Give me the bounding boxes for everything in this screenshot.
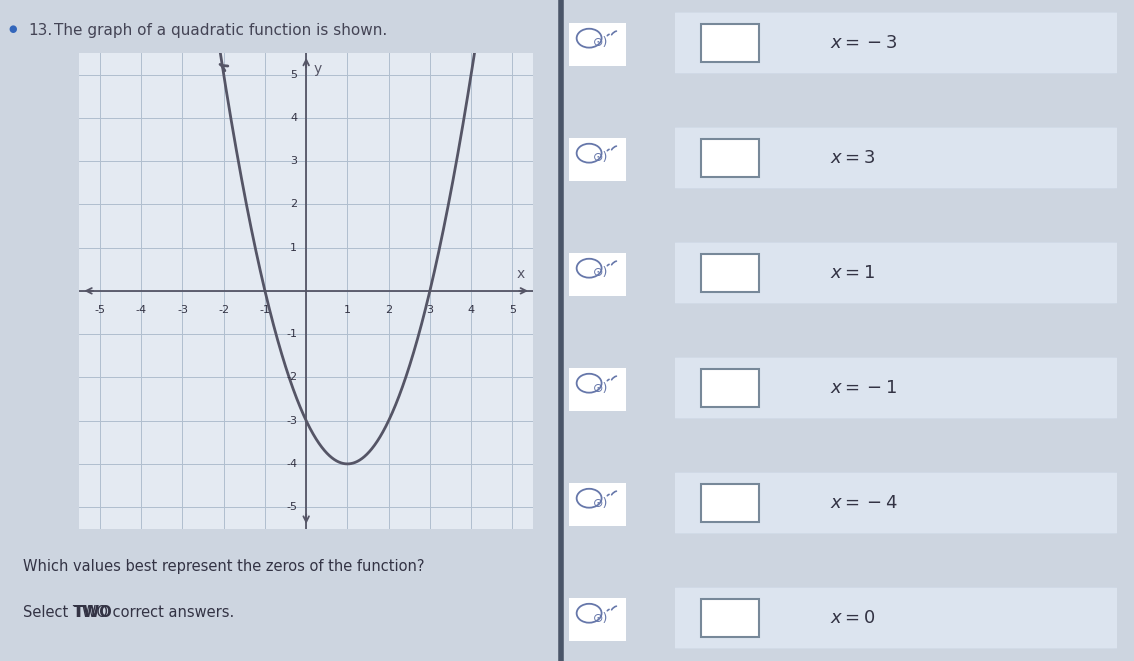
Text: -2: -2: [286, 372, 297, 382]
Text: $x = 3$: $x = 3$: [829, 149, 874, 167]
Text: ⊙): ⊙): [593, 36, 609, 50]
Text: $x = -1$: $x = -1$: [829, 379, 897, 397]
Text: 3: 3: [290, 156, 297, 166]
Text: x: x: [516, 267, 525, 282]
FancyBboxPatch shape: [701, 369, 759, 407]
Text: -2: -2: [218, 305, 229, 315]
Text: 13.: 13.: [28, 23, 52, 38]
Text: 2: 2: [290, 200, 297, 210]
Text: 5: 5: [509, 305, 516, 315]
Text: 1: 1: [290, 243, 297, 253]
Text: Select TWO correct answers.: Select TWO correct answers.: [23, 605, 234, 620]
Text: The graph of a quadratic function is shown.: The graph of a quadratic function is sho…: [54, 23, 388, 38]
Text: -1: -1: [286, 329, 297, 339]
FancyBboxPatch shape: [657, 127, 1134, 189]
FancyBboxPatch shape: [701, 484, 759, 522]
Text: 3: 3: [426, 305, 433, 315]
FancyBboxPatch shape: [701, 139, 759, 176]
Text: $x = 1$: $x = 1$: [829, 264, 874, 282]
FancyBboxPatch shape: [701, 600, 759, 637]
Text: $x = -3$: $x = -3$: [829, 34, 897, 52]
Text: -4: -4: [286, 459, 297, 469]
Text: ●: ●: [8, 24, 16, 34]
FancyBboxPatch shape: [657, 472, 1134, 534]
Text: 2: 2: [386, 305, 392, 315]
FancyBboxPatch shape: [657, 11, 1134, 74]
Text: -5: -5: [94, 305, 105, 315]
Text: ⊙): ⊙): [593, 266, 609, 280]
Text: -3: -3: [177, 305, 188, 315]
Text: ⊙): ⊙): [593, 381, 609, 395]
Text: TWO: TWO: [74, 605, 112, 620]
FancyBboxPatch shape: [701, 254, 759, 292]
Text: $x = -4$: $x = -4$: [829, 494, 897, 512]
Text: ⊙): ⊙): [593, 496, 609, 510]
Text: 4: 4: [467, 305, 475, 315]
FancyBboxPatch shape: [657, 356, 1134, 419]
Text: y: y: [314, 61, 322, 75]
Text: 1: 1: [344, 305, 350, 315]
Text: 5: 5: [290, 69, 297, 79]
Text: 4: 4: [290, 113, 297, 123]
Text: -4: -4: [136, 305, 146, 315]
FancyBboxPatch shape: [657, 587, 1134, 649]
FancyBboxPatch shape: [657, 242, 1134, 304]
Text: Which values best represent the zeros of the function?: Which values best represent the zeros of…: [23, 559, 424, 574]
Text: ⊙): ⊙): [593, 151, 609, 165]
Text: -1: -1: [260, 305, 270, 315]
FancyBboxPatch shape: [701, 24, 759, 61]
Text: ⊙): ⊙): [593, 611, 609, 625]
Text: -3: -3: [286, 416, 297, 426]
Text: $x = 0$: $x = 0$: [829, 609, 874, 627]
Text: -5: -5: [286, 502, 297, 512]
